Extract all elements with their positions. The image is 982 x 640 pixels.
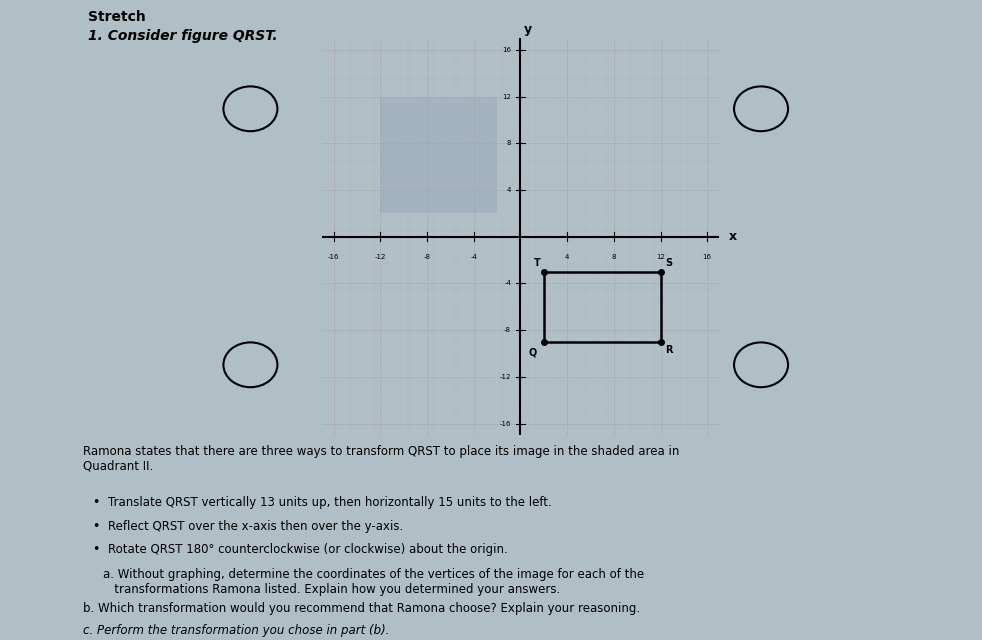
Text: S: S bbox=[665, 259, 673, 268]
Text: 16: 16 bbox=[502, 47, 511, 53]
Text: •: • bbox=[93, 543, 105, 556]
Text: -8: -8 bbox=[423, 254, 430, 260]
Text: a. Without graphing, determine the coordinates of the vertices of the image for : a. Without graphing, determine the coord… bbox=[103, 568, 644, 596]
Text: -4: -4 bbox=[504, 280, 511, 287]
Text: Reflect QRST over the x-axis then over the y-axis.: Reflect QRST over the x-axis then over t… bbox=[108, 520, 404, 532]
Text: 12: 12 bbox=[502, 93, 511, 100]
Text: -12: -12 bbox=[375, 254, 386, 260]
Text: b. Which transformation would you recommend that Ramona choose? Explain your rea: b. Which transformation would you recomm… bbox=[83, 602, 640, 614]
Text: T: T bbox=[533, 259, 540, 268]
Text: 8: 8 bbox=[507, 140, 511, 147]
Text: 8: 8 bbox=[612, 254, 616, 260]
Bar bbox=[380, 97, 497, 214]
Text: x: x bbox=[729, 230, 736, 243]
Text: 1. Consider figure QRST.: 1. Consider figure QRST. bbox=[87, 29, 277, 43]
Text: •: • bbox=[93, 520, 105, 532]
Text: Translate QRST vertically 13 units up, then horizontally 15 units to the left.: Translate QRST vertically 13 units up, t… bbox=[108, 496, 552, 509]
Text: y: y bbox=[523, 22, 531, 36]
Text: 16: 16 bbox=[703, 254, 712, 260]
Text: -16: -16 bbox=[328, 254, 340, 260]
Text: c. Perform the transformation you chose in part (b).: c. Perform the transformation you chose … bbox=[83, 624, 390, 637]
Text: Rotate QRST 180° counterclockwise (or clockwise) about the origin.: Rotate QRST 180° counterclockwise (or cl… bbox=[108, 543, 508, 556]
Text: -16: -16 bbox=[500, 420, 511, 426]
Text: -8: -8 bbox=[504, 327, 511, 333]
Text: 4: 4 bbox=[565, 254, 570, 260]
Text: Ramona states that there are three ways to transform QRST to place its image in : Ramona states that there are three ways … bbox=[83, 445, 680, 473]
Text: •: • bbox=[93, 496, 105, 509]
Text: 4: 4 bbox=[507, 187, 511, 193]
Text: R: R bbox=[665, 346, 673, 355]
Text: Stretch: Stretch bbox=[87, 10, 145, 24]
Text: 12: 12 bbox=[656, 254, 665, 260]
Text: Q: Q bbox=[528, 348, 537, 358]
Text: -4: -4 bbox=[470, 254, 477, 260]
Text: -12: -12 bbox=[500, 374, 511, 380]
